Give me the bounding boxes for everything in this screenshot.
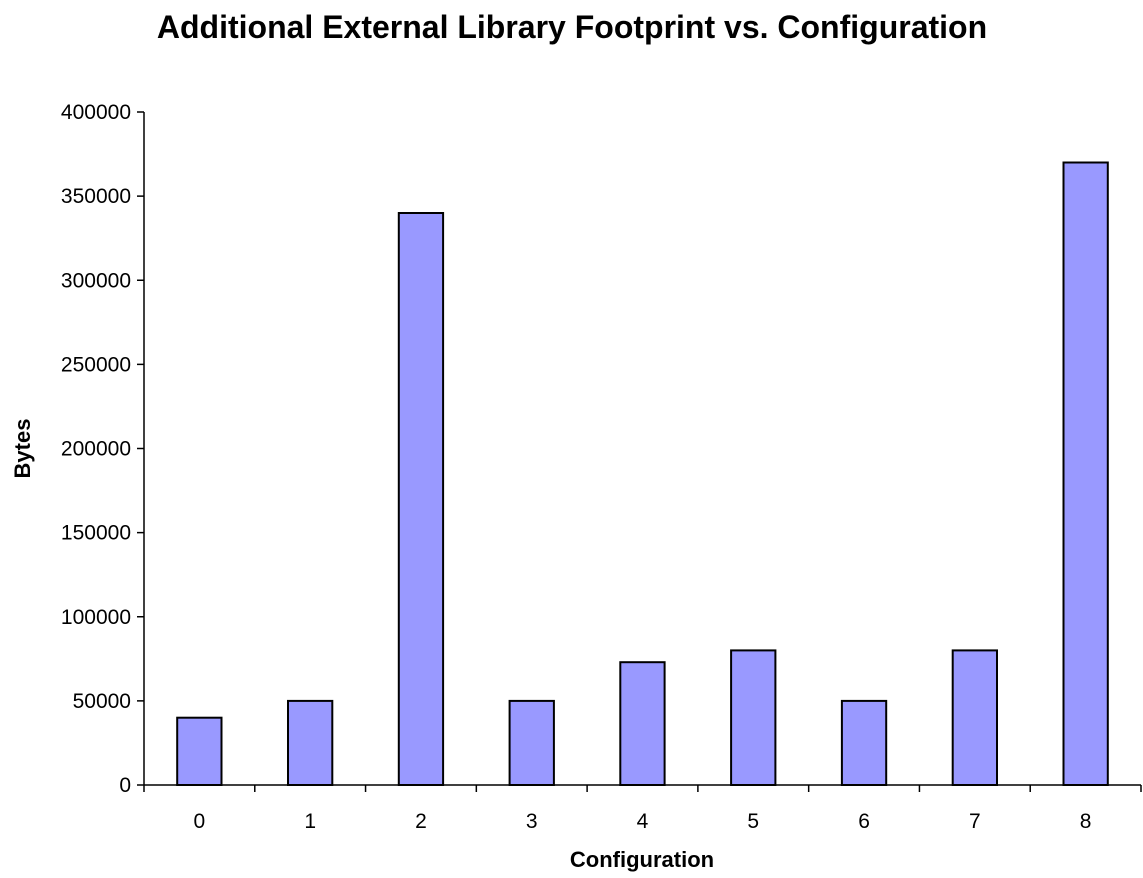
x-tick-label: 1 xyxy=(304,810,316,833)
bar-1 xyxy=(287,699,334,787)
y-tick-label: 350000 xyxy=(61,185,131,208)
bar-0 xyxy=(176,716,223,787)
y-tick-label: 400000 xyxy=(61,101,131,124)
bar-3 xyxy=(508,699,555,787)
y-tick-label: 0 xyxy=(119,774,131,797)
y-tick-label: 100000 xyxy=(61,606,131,629)
x-tick-label: 0 xyxy=(194,810,206,833)
y-tick-label: 300000 xyxy=(61,269,131,292)
y-axis: 0 50000 100000 150000 200000 250000 300000 3500… xyxy=(61,101,145,797)
x-tick-label: 2 xyxy=(415,810,427,833)
bars-group xyxy=(176,161,1109,787)
y-tick-label: 150000 xyxy=(61,522,131,545)
x-tick-label: 3 xyxy=(526,810,538,833)
bar-8 xyxy=(1062,161,1109,786)
bar-5 xyxy=(730,649,777,787)
bar-7 xyxy=(951,649,999,787)
x-tick-label: 6 xyxy=(858,810,870,833)
y-axis-title: Bytes xyxy=(10,419,35,479)
x-axis-title: Configuration xyxy=(570,847,714,872)
x-tick-label: 7 xyxy=(969,810,981,833)
chart-title: Additional External Library Footprint vs… xyxy=(157,9,987,45)
bar-4 xyxy=(619,661,666,787)
y-tick-label: 50000 xyxy=(73,690,131,713)
x-tick-label: 4 xyxy=(637,810,649,833)
bar-2 xyxy=(397,212,445,786)
x-axis: 0 1 2 3 4 5 6 7 8 xyxy=(143,784,1142,833)
x-tick-label: 5 xyxy=(747,810,759,833)
x-tick-label: 8 xyxy=(1080,810,1092,833)
bar-6 xyxy=(840,699,888,787)
y-tick-label: 200000 xyxy=(61,438,131,461)
y-tick-label: 250000 xyxy=(61,353,131,376)
